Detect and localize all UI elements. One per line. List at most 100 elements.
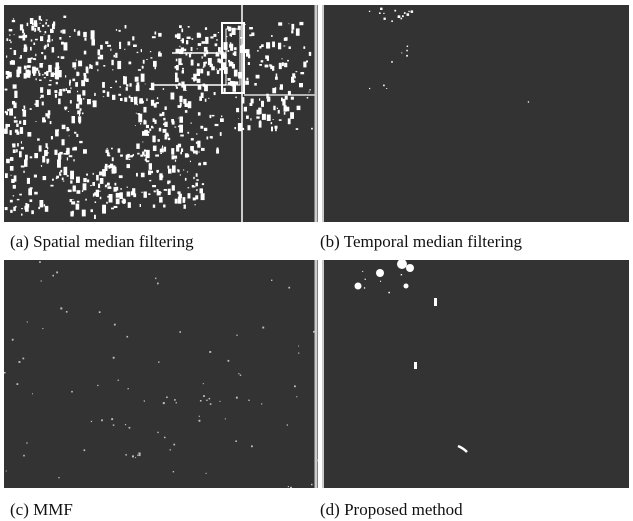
noise-speck xyxy=(181,28,184,33)
noise-speck xyxy=(34,103,37,105)
noise-speck xyxy=(44,31,47,34)
noise-speck xyxy=(284,37,288,41)
noise-speck xyxy=(27,132,32,137)
noise-speck xyxy=(163,117,166,121)
noise-speck xyxy=(6,38,9,41)
noise-speck xyxy=(124,199,126,204)
noise-speck xyxy=(184,48,187,52)
noise-speck xyxy=(9,34,11,36)
noise-speck xyxy=(275,73,278,77)
noise-speck xyxy=(270,122,273,125)
noise-speck xyxy=(181,81,185,88)
noise-speck xyxy=(37,138,40,141)
noise-speck xyxy=(174,66,177,69)
noise-speck xyxy=(54,90,58,94)
noise-speck xyxy=(35,53,37,57)
caption-d: (d) Proposed method xyxy=(320,500,463,519)
noise-speck xyxy=(79,121,81,124)
noise-speck xyxy=(224,418,226,420)
noise-speck xyxy=(288,46,291,49)
noise-speck xyxy=(179,124,183,133)
noise-speck xyxy=(274,125,278,129)
noise-speck xyxy=(35,100,39,107)
noise-speck xyxy=(152,135,156,143)
noise-speck xyxy=(71,201,76,205)
noise-speck xyxy=(163,204,166,208)
noise-speck xyxy=(203,62,206,67)
noise-speck xyxy=(89,64,92,69)
noise-speck xyxy=(125,154,129,160)
noise-speck xyxy=(132,188,136,195)
noise-speck xyxy=(133,44,137,47)
noise-speck xyxy=(187,26,190,28)
noise-speck xyxy=(125,454,127,456)
noise-speck xyxy=(124,25,127,29)
noise-speck xyxy=(170,92,175,100)
noise-speck xyxy=(51,39,53,42)
noise-speck xyxy=(201,183,205,186)
noise-speck xyxy=(300,72,305,75)
noise-speck xyxy=(213,33,217,37)
noise-speck xyxy=(179,331,181,333)
noise-speck xyxy=(202,83,206,87)
noise-speck xyxy=(178,193,182,199)
noise-speck xyxy=(79,108,82,111)
noise-speck xyxy=(288,23,290,25)
noise-speck xyxy=(12,184,16,189)
noise-speck xyxy=(184,103,188,107)
noise-speck xyxy=(149,179,152,182)
noise-speck xyxy=(200,125,204,129)
noise-speck xyxy=(98,311,101,313)
noise-speck xyxy=(5,111,8,116)
noise-speck xyxy=(19,151,22,158)
noise-speck xyxy=(91,39,95,46)
noise-speck xyxy=(153,103,157,108)
noise-speck xyxy=(271,279,273,281)
noise-speck xyxy=(99,171,103,176)
noise-speck xyxy=(118,29,121,32)
noise-speck xyxy=(120,98,123,101)
noise-speck xyxy=(90,185,92,187)
noise-speck xyxy=(184,153,189,158)
noise-speck xyxy=(246,77,249,81)
noise-speck xyxy=(228,59,230,63)
noise-speck xyxy=(127,153,130,158)
noise-speck xyxy=(290,112,294,119)
noise-speck xyxy=(106,147,108,150)
noise-speck xyxy=(90,420,93,423)
noise-speck xyxy=(92,182,95,186)
noise-speck xyxy=(42,155,46,163)
noise-speck xyxy=(179,95,183,103)
noise-speck xyxy=(190,146,194,151)
noise-speck xyxy=(66,175,69,177)
noise-speck xyxy=(140,172,145,178)
noise-speck xyxy=(106,152,110,156)
noise-speck xyxy=(216,149,219,154)
noise-speck xyxy=(108,194,113,203)
noise-speck xyxy=(362,270,364,272)
noise-speck xyxy=(103,65,106,67)
noise-speck xyxy=(58,98,61,105)
noise-speck xyxy=(235,440,237,442)
noise-speck xyxy=(265,55,269,59)
noise-speck xyxy=(290,96,294,100)
noise-speck xyxy=(259,120,262,122)
noise-speck xyxy=(25,69,30,78)
noise-speck xyxy=(144,129,148,135)
noise-speck xyxy=(136,172,138,177)
noise-speck xyxy=(145,149,150,159)
noise-speck xyxy=(140,123,142,125)
noise-speck xyxy=(235,96,237,99)
noise-speck xyxy=(250,118,252,121)
noise-speck xyxy=(112,69,114,71)
noise-speck xyxy=(175,84,177,87)
noise-speck xyxy=(9,166,14,171)
noise-speck xyxy=(152,145,157,151)
noise-speck xyxy=(97,49,101,56)
noise-speck xyxy=(119,41,122,46)
noise-speck xyxy=(47,152,49,154)
noise-speck xyxy=(278,119,282,121)
noise-speck xyxy=(76,133,79,137)
noise-speck xyxy=(527,101,530,103)
noise-speck xyxy=(264,64,269,68)
